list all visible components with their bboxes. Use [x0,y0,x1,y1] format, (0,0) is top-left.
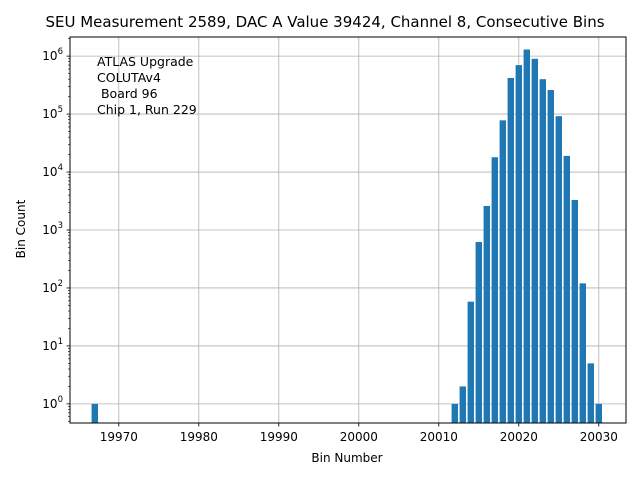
x-tick-label: 20030 [580,430,618,444]
bar [555,116,562,424]
bar [91,403,98,423]
annotation: ATLAS Upgrade COLUTAv4 Board 96 Chip 1, … [97,54,197,117]
annotation-line-3: Board 96 [97,86,158,101]
bar [523,49,530,423]
x-tick-label: 20010 [420,430,458,444]
bar [579,283,586,423]
bar [459,386,466,423]
bar [475,242,482,423]
bar [531,58,538,423]
bar [451,403,458,423]
annotation-line-1: ATLAS Upgrade [97,54,194,69]
bar [587,363,594,423]
bar [563,155,570,423]
bar [539,79,546,424]
bars [91,49,602,424]
bar [515,65,522,423]
x-tick-label: 19980 [180,430,218,444]
chart-title: SEU Measurement 2589, DAC A Value 39424,… [45,13,604,31]
x-tick-label: 20020 [500,430,538,444]
x-axis-ticks: 19970 19980 19990 20000 20010 20020 20030 [100,423,618,444]
annotation-line-2: COLUTAv4 [97,70,161,85]
x-axis-label: Bin Number [311,451,382,465]
bar [483,205,490,423]
x-tick-label: 20000 [340,430,378,444]
bar [491,157,498,424]
bar [499,120,506,423]
annotation-line-4: Chip 1, Run 229 [97,102,197,117]
bar [507,77,514,424]
x-tick-label: 19990 [260,430,298,444]
x-tick-label: 19970 [100,430,138,444]
bar [467,301,474,423]
bar [571,199,578,423]
bar [595,403,602,423]
y-axis-label: Bin Count [14,199,28,258]
bar [547,90,554,423]
